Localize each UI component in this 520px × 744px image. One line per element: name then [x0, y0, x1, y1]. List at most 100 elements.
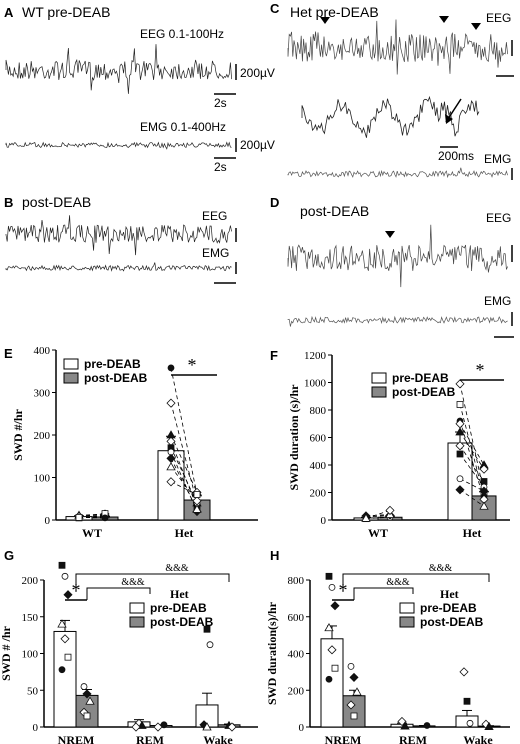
marker-open-diamond	[227, 722, 237, 732]
panel-d-eeg-label: EEG	[486, 211, 511, 225]
marker-open-diamond	[327, 645, 337, 655]
marker-diamond	[349, 672, 359, 682]
panel-a: A WT pre-DEAB EEG 0.1-100Hz 200µV 2s EMG…	[4, 4, 275, 174]
pair-line	[459, 489, 485, 507]
marker-diamond	[63, 590, 73, 600]
marker-triangle	[166, 462, 176, 471]
legend-swatch	[63, 372, 79, 384]
bracket-line	[86, 587, 151, 600]
wt-pre-emg-trace	[5, 141, 232, 150]
panel-b-eeg-label: EEG	[202, 209, 227, 223]
marker-open-diamond	[60, 634, 70, 644]
marker-triangle	[352, 687, 362, 696]
panel-d-emg-label: EMG	[484, 294, 511, 308]
marker-circle	[101, 514, 109, 522]
pair-line	[365, 509, 391, 519]
panel-d-title: post-DEAB	[300, 203, 369, 219]
panel-c-emg-label: EMG	[484, 152, 511, 166]
pair-line	[459, 431, 485, 470]
marker-diamond	[153, 722, 163, 732]
marker-open-diamond	[479, 464, 489, 474]
y-tick-label: 50	[27, 685, 39, 697]
chart-title: Het	[170, 587, 189, 601]
marker-triangle	[455, 427, 465, 436]
legend-label: post-DEAB	[84, 371, 148, 385]
pair-line	[78, 514, 106, 517]
panel-d-letter: D	[270, 195, 279, 210]
pair-line	[459, 423, 485, 466]
marker-open-diamond	[346, 700, 356, 710]
arrow-head-icon	[445, 114, 453, 124]
bracket-label: &&&	[165, 563, 189, 574]
het-pre-eeg-zoom-trace	[301, 95, 480, 138]
marker-diamond	[166, 398, 176, 408]
significance-star: *	[476, 360, 485, 380]
legend-swatch	[129, 616, 145, 628]
marker-triangle	[400, 721, 410, 730]
panel-a-eeg-label: EEG 0.1-100Hz	[140, 27, 224, 41]
legend-label: post-DEAB	[392, 385, 456, 399]
panel-h-letter: H	[270, 548, 279, 563]
marker-square	[64, 653, 72, 661]
pair-line	[78, 515, 106, 518]
legend-label: pre-DEAB	[150, 601, 207, 615]
marker-circle	[58, 666, 66, 674]
pair-line	[170, 434, 198, 493]
y-tick-label: 150	[22, 612, 39, 624]
marker-circle	[328, 583, 336, 591]
het-pre-eeg-trace	[287, 19, 508, 75]
panel-c: C Het pre-DEAB EEG 200ms EMG	[270, 1, 514, 180]
pair-line	[459, 478, 485, 492]
pair-line	[170, 441, 198, 508]
pair-line	[78, 513, 106, 517]
legend-label: pre-DEAB	[392, 371, 449, 385]
legend-swatch	[129, 602, 145, 614]
y-tick-label: 800	[310, 405, 327, 417]
marker-open-diamond	[459, 667, 469, 677]
marker-circle	[61, 572, 69, 580]
marker-circle	[325, 675, 333, 683]
panel-c-eeg-label: EEG	[486, 11, 511, 25]
marker-square	[350, 712, 358, 720]
bar-post-deab	[342, 695, 366, 728]
y-axis-title: SWD duration(s)/hr	[265, 601, 279, 705]
marker-triangle	[85, 696, 95, 705]
wt-pre-eeg-trace	[5, 44, 232, 94]
y-axis-title: SWD # /hr	[0, 625, 13, 680]
pair-line	[170, 451, 198, 512]
spike-marker-icon	[385, 231, 395, 238]
marker-square	[331, 664, 339, 672]
marker-diamond	[455, 485, 465, 495]
marker-circle	[160, 721, 168, 729]
y-axis-title: SWD duration (s)/hr	[287, 384, 301, 491]
marker-triangle	[57, 619, 67, 628]
x-tick-label: REM	[399, 733, 427, 744]
y-tick-label: 0	[33, 722, 39, 734]
pair-line	[170, 481, 198, 495]
x-tick-label: WT	[368, 526, 388, 540]
marker-circle	[423, 722, 431, 729]
y-tick-label: 200	[22, 575, 39, 587]
legend-swatch	[63, 358, 79, 370]
y-tick-label: 400	[288, 649, 305, 661]
y-tick-label: 600	[310, 433, 327, 445]
marker-triangle	[479, 501, 489, 510]
chart-title: Het	[440, 587, 459, 601]
scale-time-label: 2s	[214, 96, 227, 110]
marker-triangle	[484, 721, 494, 731]
scale-uv-label: 200µV	[240, 66, 275, 80]
legend-label: post-DEAB	[150, 615, 214, 629]
y-tick-label: 0	[45, 515, 51, 527]
pair-line	[459, 404, 485, 497]
marker-circle	[167, 364, 175, 372]
marker-square	[325, 572, 333, 580]
x-tick-label: NREM	[325, 733, 362, 744]
marker-circle	[347, 662, 355, 670]
marker-open-diamond	[192, 496, 202, 506]
marker-square	[193, 491, 201, 498]
wt-post-emg-trace	[5, 262, 232, 272]
pair-line	[170, 367, 198, 495]
pair-line	[170, 466, 198, 502]
